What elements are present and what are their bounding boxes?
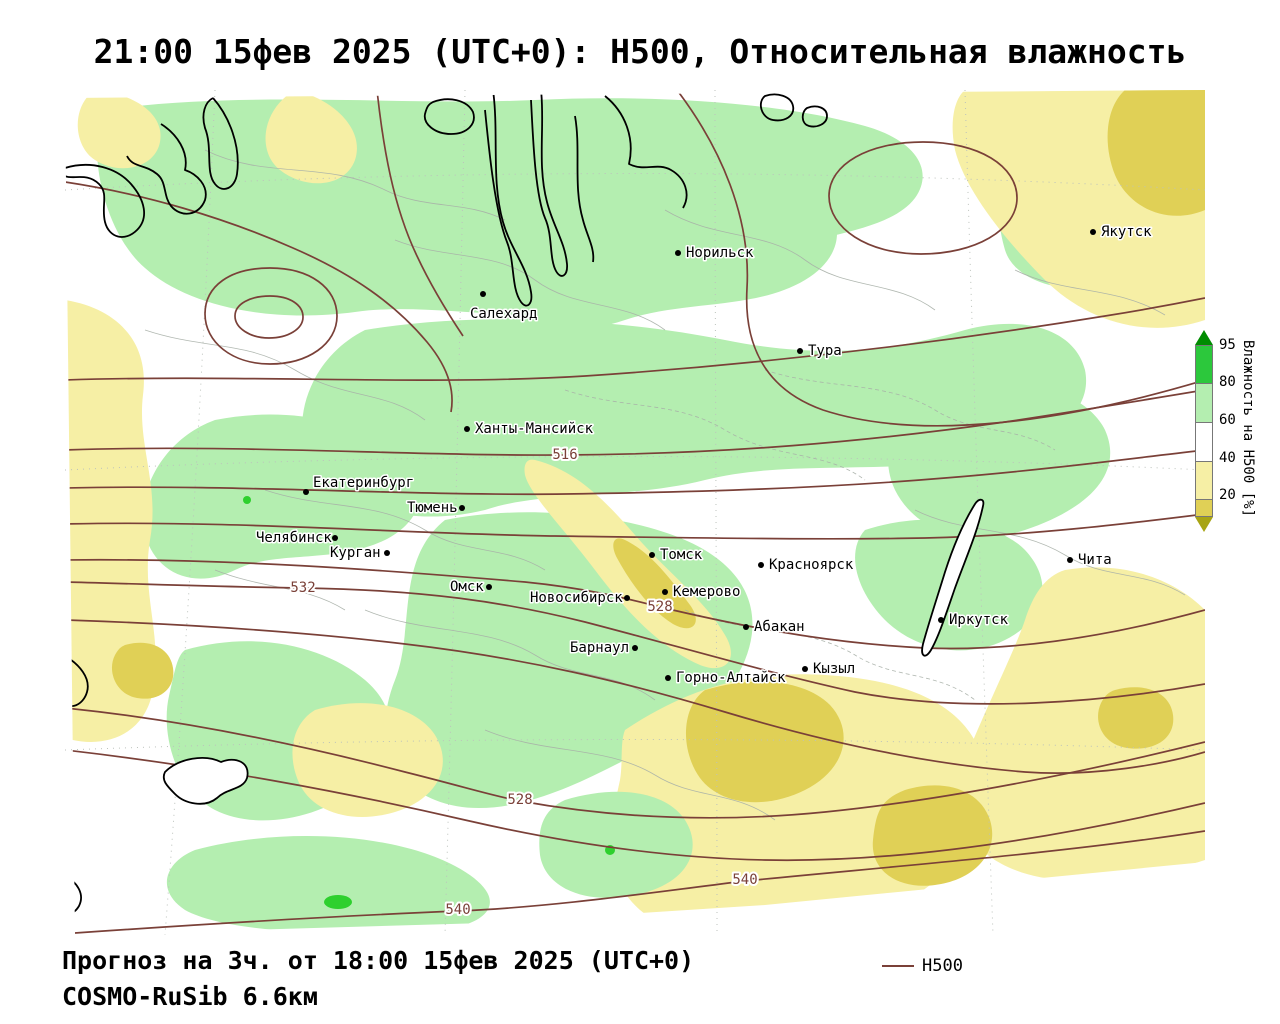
- city-dot: [1090, 229, 1096, 235]
- city-yekaterinburg: Екатеринбург: [303, 474, 416, 495]
- h500-legend-label: H500: [922, 956, 963, 976]
- map-canvas: 516 532 528 528 540 540 Норильск Са: [64, 89, 1206, 936]
- city-label: Норильск: [686, 245, 754, 261]
- city-yakutsk: Якутск: [1090, 223, 1154, 242]
- colorbar: [1195, 330, 1213, 532]
- city-label: Тура: [808, 343, 842, 359]
- colorbar-axis-label: Влажность на H500 [%]: [1240, 340, 1256, 518]
- city-dot: [675, 250, 681, 256]
- city-salekhard: Салехард: [469, 291, 539, 324]
- city-kemerovo: Кемерово: [662, 583, 742, 602]
- city-dot: [758, 562, 764, 568]
- lakes: [162, 498, 985, 805]
- colorbar-tick-20: 20: [1219, 487, 1236, 503]
- city-label: Абакан: [754, 619, 805, 635]
- city-label: Челябинск: [256, 530, 332, 546]
- city-dot: [802, 666, 808, 672]
- city-kurgan: Курган: [329, 544, 390, 563]
- city-tomsk: Томск: [649, 546, 704, 565]
- contour-label: 528: [507, 792, 532, 808]
- city-barnaul: Барнаул: [569, 639, 638, 658]
- map-title: 21:00 15фев 2025 (UTC+0): H500, Относите…: [93, 32, 1187, 71]
- contour-label: 516: [552, 447, 577, 463]
- city-label: Горно-Алтайск: [676, 670, 786, 686]
- colorbar-tick-95: 95: [1219, 337, 1236, 353]
- weather-map: 516 532 528 528 540 540 Норильск Са: [64, 89, 1206, 936]
- city-label: Омск: [450, 579, 484, 595]
- city-tura: Тура: [797, 342, 843, 361]
- contour-label: 528: [647, 599, 672, 615]
- city-novosibirsk: Новосибирск: [529, 589, 630, 608]
- city-dot: [459, 505, 465, 511]
- city-chelyabinsk: Челябинск: [255, 529, 338, 548]
- city-dot: [797, 348, 803, 354]
- city-label: Чита: [1078, 552, 1112, 568]
- city-dot: [332, 535, 338, 541]
- city-tyumen: Тюмень: [406, 499, 465, 518]
- region-boundaries: [144, 149, 1186, 821]
- colorbar-tick-80: 80: [1219, 374, 1236, 390]
- city-dot: [649, 552, 655, 558]
- city-label: Красноярск: [769, 557, 854, 573]
- city-dot: [303, 489, 309, 495]
- colorbar-tick-40: 40: [1219, 450, 1236, 466]
- city-dot: [662, 589, 668, 595]
- humidity-green-tongue: [539, 791, 693, 898]
- coastlines: [65, 90, 985, 914]
- city-label: Курган: [330, 545, 381, 561]
- city-dot: [480, 291, 486, 297]
- city-label: Салехард: [470, 306, 537, 322]
- contour-label: 540: [445, 902, 470, 918]
- city-dot: [938, 617, 944, 623]
- city-dot: [632, 645, 638, 651]
- city-markers: Норильск Салехард Якутск Тура Ханты-Манс…: [255, 223, 1154, 688]
- city-dot: [486, 584, 492, 590]
- city-label: Кемерово: [673, 584, 740, 600]
- city-dot: [743, 624, 749, 630]
- h500-legend: H500: [882, 956, 963, 976]
- city-krasnoyarsk: Красноярск: [758, 556, 855, 575]
- contour-label: 540: [732, 872, 757, 888]
- city-gorno-altaysk: Горно-Алтайск: [665, 669, 788, 688]
- city-label: Ханты-Мансийск: [475, 421, 594, 437]
- forecast-info-line: Прогноз на 3ч. от 18:00 15фев 2025 (UTC+…: [62, 946, 695, 975]
- city-norilsk: Норильск: [675, 244, 756, 263]
- contour-value-labels: 516 532 528 528 540 540: [288, 445, 759, 920]
- city-abakan: Абакан: [743, 618, 806, 637]
- city-dot: [665, 675, 671, 681]
- colorbar-arrow-down: [1195, 517, 1213, 532]
- city-label: Тюмень: [407, 500, 458, 516]
- colorbar-seg-40-20: [1195, 461, 1213, 499]
- city-label: Екатеринбург: [313, 475, 414, 491]
- model-info-line: COSMO-RuSib 6.6км: [62, 982, 318, 1011]
- city-label: Кызыл: [813, 661, 855, 677]
- city-dot: [384, 550, 390, 556]
- city-dot: [1067, 557, 1073, 563]
- city-label: Новосибирск: [530, 590, 623, 606]
- city-irkutsk: Иркутск: [938, 611, 1010, 630]
- colorbar-seg-60-40: [1195, 422, 1213, 461]
- city-dot: [464, 426, 470, 432]
- city-dot: [624, 595, 630, 601]
- colorbar-tick-60: 60: [1219, 412, 1236, 428]
- city-omsk: Омск: [449, 578, 492, 597]
- contour-label: 532: [290, 580, 315, 596]
- city-label: Барнаул: [570, 640, 629, 656]
- city-label: Якутск: [1101, 224, 1152, 240]
- city-khanty-mansiysk: Ханты-Мансийск: [464, 420, 595, 439]
- colorbar-seg-95-80: [1195, 345, 1213, 383]
- h500-contour-lines: [65, 90, 1205, 934]
- city-label: Иркутск: [949, 612, 1009, 628]
- city-chita: Чита: [1067, 551, 1113, 570]
- city-label: Томск: [660, 547, 703, 563]
- city-kyzyl: Кызыл: [802, 660, 857, 679]
- colorbar-seg-below-20: [1195, 499, 1213, 517]
- colorbar-arrow-up: [1195, 330, 1213, 345]
- h500-legend-line: [882, 965, 914, 967]
- colorbar-seg-80-60: [1195, 383, 1213, 422]
